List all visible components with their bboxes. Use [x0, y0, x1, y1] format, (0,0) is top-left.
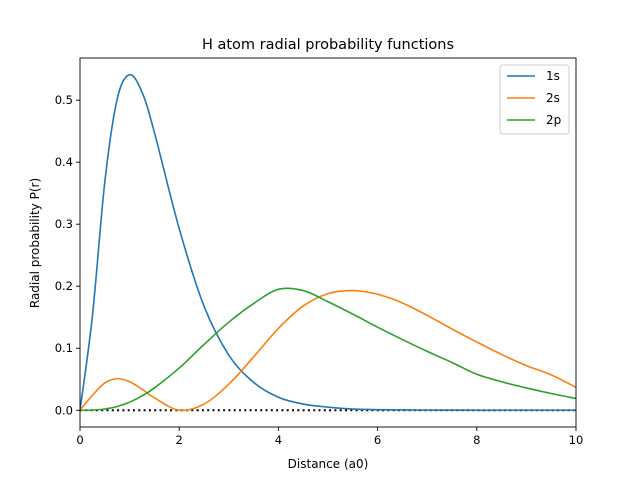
- y-tick-label: 0.4: [55, 155, 73, 169]
- x-tick-label: 10: [569, 433, 584, 447]
- legend-box: [499, 64, 570, 135]
- plot-area: 0 2 4 6 8 10 0.0 0.1 0.2 0.3 0.4 0.5: [55, 57, 584, 447]
- chart-title: H atom radial probability functions: [202, 37, 454, 53]
- legend-label-2s: 2s: [546, 91, 560, 105]
- x-tick-label: 0: [76, 433, 83, 447]
- y-axis-label: Radial probability P(r): [28, 178, 42, 308]
- y-tick-label: 0.3: [55, 217, 73, 231]
- x-tick-label: 6: [374, 433, 381, 447]
- legend: 1s 2s 2p: [499, 64, 570, 135]
- series-line-2s: [80, 289, 576, 412]
- x-tick-label: 4: [275, 433, 282, 447]
- x-tick-label: 2: [176, 433, 183, 447]
- legend-label-2p: 2p: [546, 113, 561, 127]
- x-tick-label: 8: [473, 433, 480, 447]
- y-tick-label: 0.5: [55, 93, 73, 107]
- y-tick-label: 0.2: [55, 279, 73, 293]
- legend-label-1s: 1s: [546, 69, 560, 83]
- y-tick-label: 0.1: [55, 341, 73, 355]
- x-axis-label: Distance (a0): [288, 457, 369, 471]
- series-line-1s: [80, 73, 576, 412]
- series-lines: [80, 73, 576, 412]
- y-tick-label: 0.0: [55, 403, 73, 417]
- axes-frame: [79, 57, 577, 428]
- series-line-2p: [80, 287, 576, 412]
